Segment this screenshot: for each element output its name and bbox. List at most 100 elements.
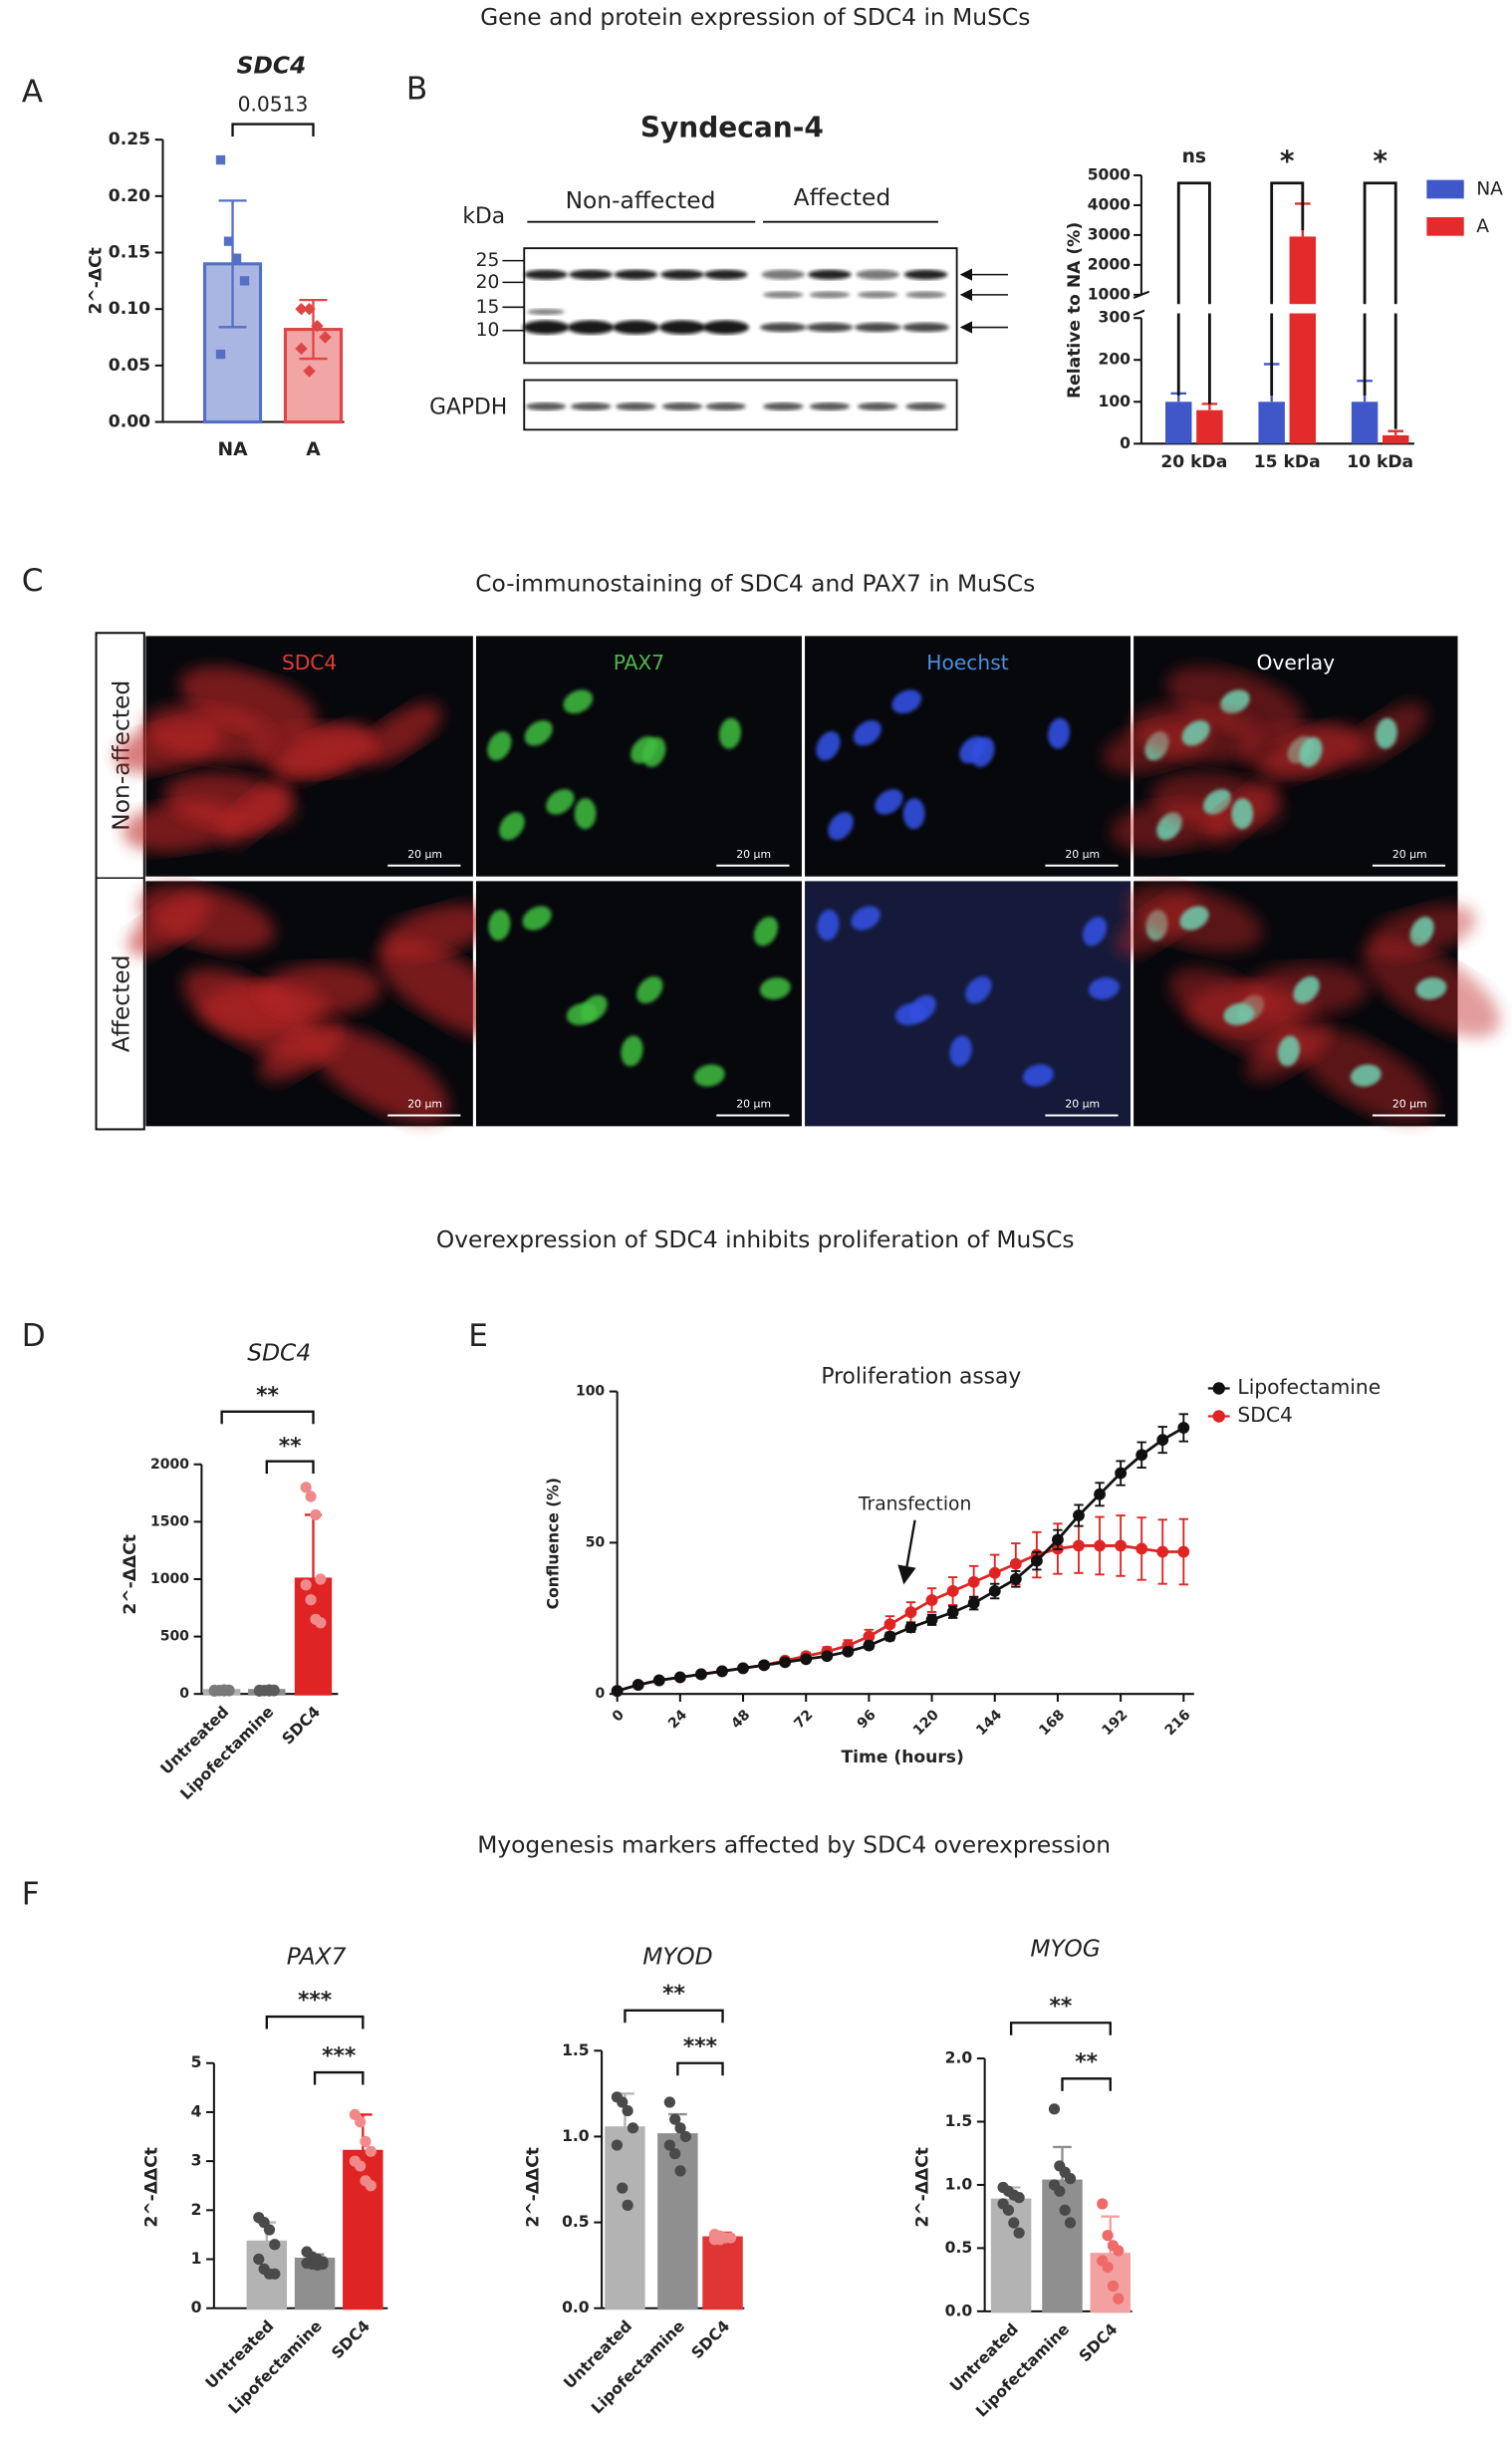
legend-label: NA	[1476, 178, 1503, 199]
marker	[1009, 1572, 1022, 1585]
marker	[967, 1597, 980, 1610]
band	[763, 402, 804, 410]
marker	[925, 1594, 938, 1606]
point	[269, 2239, 281, 2251]
point	[360, 2135, 372, 2148]
point	[315, 1617, 327, 1629]
nucleus	[522, 906, 552, 931]
significance-bracket	[220, 1410, 315, 1425]
point	[1064, 2173, 1077, 2185]
y-tick-label: 2000	[150, 1457, 189, 1473]
nucleus	[1293, 975, 1320, 1004]
significance-label: *	[1280, 145, 1295, 178]
significance-bracket	[313, 2070, 365, 2085]
band	[612, 320, 659, 335]
blot-unit: kDa	[462, 204, 505, 229]
y-tick-label: 4000	[1088, 195, 1131, 213]
nucleus	[949, 1035, 972, 1067]
x-tick-label: Lipofectamine	[972, 2320, 1073, 2421]
point	[679, 2130, 691, 2143]
legend-marker	[1212, 1410, 1225, 1423]
y-tick-label: 1.5	[562, 2041, 590, 2059]
y-tick-label: 0.20	[109, 186, 150, 206]
cell	[275, 723, 375, 781]
significance-label: **	[256, 1383, 279, 1408]
nucleus	[853, 719, 882, 746]
nucleus	[524, 719, 553, 746]
nucleus	[1022, 1064, 1054, 1087]
y-tick-label: 200	[1099, 351, 1132, 369]
marker	[842, 1645, 855, 1658]
point	[300, 1579, 312, 1591]
nucleus	[1082, 917, 1108, 947]
band	[808, 269, 852, 280]
y-tick-label: 0.00	[109, 412, 150, 432]
significance-label: ns	[1182, 146, 1206, 167]
point	[1013, 2227, 1025, 2239]
row-label: Affected	[107, 955, 134, 1053]
band	[905, 291, 946, 299]
blot-frame	[523, 247, 958, 365]
annotation-arrow	[897, 1519, 916, 1585]
point	[669, 2148, 681, 2160]
channel-label: PAX7	[614, 651, 665, 675]
y-tick-label: 1	[191, 2250, 202, 2268]
cell	[219, 782, 292, 846]
significance-label: **	[279, 1435, 302, 1460]
channel-label: Overlay	[1256, 651, 1335, 675]
y-tick-label: 1500	[150, 1513, 189, 1529]
y-axis-label: 2^-ΔΔCt	[524, 2147, 544, 2228]
bar	[1196, 409, 1223, 444]
marker	[1009, 1557, 1022, 1570]
nucleus	[1048, 717, 1071, 749]
y-tick-label: 0	[1120, 434, 1131, 452]
point	[231, 253, 242, 263]
section-title: Overexpression of SDC4 inhibits prolifer…	[436, 1225, 1075, 1253]
y-tick-label: 1.5	[945, 2112, 973, 2130]
significance-label: **	[1050, 1995, 1073, 2020]
x-tick-label: NA	[217, 439, 248, 460]
significance-label: ***	[683, 2034, 717, 2059]
nucleus	[693, 1064, 725, 1087]
nucleus	[574, 798, 597, 830]
cell	[311, 1028, 450, 1123]
y-tick-label: 50	[586, 1534, 606, 1550]
band	[763, 291, 804, 299]
nucleus	[965, 975, 992, 1004]
marker	[631, 1679, 644, 1692]
nucleus	[499, 812, 525, 841]
marker	[946, 1606, 959, 1619]
point	[365, 2180, 377, 2192]
marker-label: 25	[476, 250, 500, 271]
y-tick-label: 3000	[1088, 225, 1131, 243]
nucleus	[488, 910, 511, 942]
point	[310, 1508, 322, 1521]
x-tick-label: Lipofectamine	[225, 2317, 326, 2418]
x-tick-label: SDC4	[329, 2316, 375, 2362]
point	[355, 2160, 367, 2172]
bar	[1289, 236, 1317, 444]
point	[617, 2182, 629, 2194]
nucleus	[1409, 917, 1434, 947]
scale-bar-label: 20 µm	[1065, 1098, 1100, 1111]
band	[761, 269, 806, 280]
point	[669, 2113, 681, 2125]
nucleus	[971, 736, 995, 767]
marker	[1030, 1554, 1043, 1567]
blot-group: Non-affected	[566, 186, 716, 214]
nucleus	[642, 736, 666, 767]
y-tick-label: 0.0	[562, 2299, 590, 2316]
y-tick-label: 1000	[1088, 285, 1131, 303]
panel-letter: A	[22, 74, 44, 110]
x-tick-label: SDC4	[688, 2316, 734, 2362]
point	[269, 2268, 281, 2280]
cell	[142, 703, 275, 762]
marker	[1156, 1545, 1169, 1558]
band	[702, 320, 749, 335]
point	[215, 349, 226, 360]
point	[305, 1490, 317, 1502]
point	[1013, 2192, 1025, 2204]
point	[300, 1482, 312, 1493]
band	[658, 320, 706, 335]
